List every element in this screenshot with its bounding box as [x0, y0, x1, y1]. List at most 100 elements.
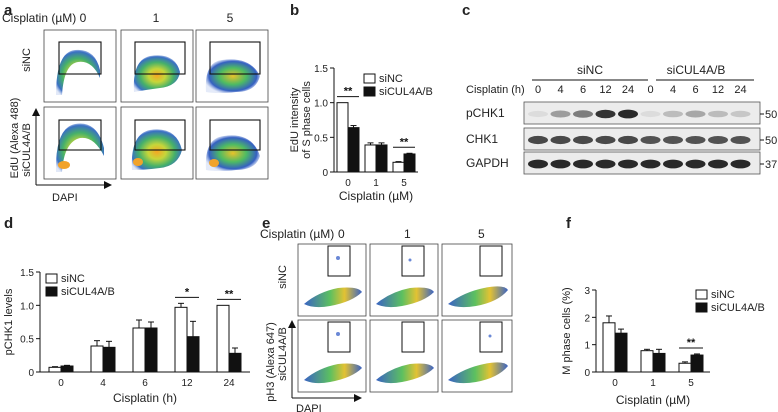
- legend-label-siNC: siNC: [61, 273, 85, 285]
- legend-swatch-siCUL4A/B: [695, 302, 708, 313]
- bar-siNC-4: [90, 345, 104, 373]
- ph3-plot-sicul4ab-0: [297, 319, 367, 393]
- significance-label: **: [344, 86, 353, 98]
- x-axis-label: Cisplatin (µM): [339, 189, 413, 203]
- blot-band-CHK1: [708, 135, 728, 145]
- panel-a-row-sinc: siNC: [21, 48, 33, 72]
- panel-a-row-sicul4ab: siCUL4A/B: [21, 123, 33, 177]
- blot-band-CHK1: [573, 135, 593, 145]
- y-axis-label: EdU intensity: [289, 87, 301, 152]
- blot-size-GAPDH: 37: [765, 159, 777, 171]
- blot-timepoint-label: 4: [557, 84, 563, 96]
- legend-label-siCUL4A/B: siCUL4A/B: [61, 286, 115, 298]
- blot-band-CHK1: [618, 135, 638, 145]
- x-tick-label: 5: [401, 178, 407, 189]
- bar-siNC-0: [48, 366, 62, 373]
- panel-c-western-blot: siNC siCUL4A/B Cisplatin (h) 0 4 6 12 24 0 4 6 1…: [466, 63, 777, 175]
- bar-siCUL4A/B-0: [347, 127, 360, 173]
- x-axis-label: Cisplatin (µM): [616, 393, 690, 407]
- panel-e-row-sicul4ab: siCUL4A/B: [277, 327, 289, 381]
- y-axis-label: pCHK1 levels: [3, 288, 15, 355]
- bar-siCUL4A/B-5: [690, 354, 704, 373]
- panel-label-e: e: [262, 215, 271, 232]
- y-tick-label: 0: [28, 368, 34, 379]
- panel-a-flow-plots: Cisplatin (µM) 0 1 5 siNC siCUL4A/B: [2, 11, 269, 204]
- flow-plot-sicul4ab-1: [120, 106, 194, 180]
- blot-timepoint-label: 4: [670, 84, 676, 96]
- panel-label-d: d: [4, 215, 14, 232]
- blot-timepoint-label: 12: [712, 84, 724, 96]
- x-tick-label: 0: [345, 178, 351, 189]
- blot-label-pCHK1: pCHK1: [466, 106, 505, 120]
- panel-a-y-axis-label: EdU (Alexa 488): [9, 98, 21, 179]
- flow-plot-sinc-5: [195, 29, 269, 103]
- blot-band-GAPDH: [730, 159, 751, 169]
- legend-label-siNC: siNC: [711, 289, 735, 301]
- panel-a-condition-2: 5: [227, 11, 234, 25]
- panel-e-condition-0: 0: [338, 227, 345, 241]
- blot-band-GAPDH: [595, 159, 616, 169]
- y-tick-label: 1.5: [20, 268, 34, 279]
- ph3-plot-sicul4ab-1: [369, 319, 439, 393]
- blot-band-pCHK1: [685, 110, 706, 118]
- blot-band-pCHK1: [595, 109, 616, 119]
- blot-band-GAPDH: [573, 159, 593, 169]
- blot-band-GAPDH: [663, 159, 683, 169]
- blot-band-CHK1: [595, 135, 616, 145]
- bar-siNC-0: [336, 102, 349, 173]
- blot-band-GAPDH: [550, 159, 571, 169]
- legend-swatch-siCUL4A/B: [363, 86, 376, 97]
- bar-siNC-6: [132, 327, 146, 373]
- legend-swatch-siNC: [695, 289, 708, 300]
- panel-e-condition-label: Cisplatin (µM): [260, 227, 334, 241]
- blot-band-pCHK1: [528, 110, 548, 118]
- x-tick-label: 12: [181, 378, 193, 389]
- panel-e-x-axis-label: DAPI: [296, 403, 322, 412]
- y-tick-label: 1.0: [20, 301, 34, 312]
- significance-label: **: [225, 288, 234, 300]
- blot-band-pCHK1: [640, 110, 661, 118]
- panel-a-condition-label: Cisplatin (µM): [2, 11, 76, 25]
- panel-a-x-axis-label: DAPI: [52, 192, 78, 204]
- ph3-plot-sinc-5: [441, 243, 513, 317]
- y-tick-label: 0.5: [20, 335, 34, 346]
- blot-band-GAPDH: [640, 159, 661, 169]
- x-tick-label: 1: [650, 378, 656, 389]
- bar-siCUL4A/B-4: [102, 346, 116, 373]
- legend-label-siCUL4A/B: siCUL4A/B: [711, 302, 765, 314]
- y-tick-label: 0: [584, 368, 590, 379]
- blot-band-pCHK1: [618, 109, 638, 119]
- panel-c-condition-label: Cisplatin (h): [466, 84, 525, 96]
- x-tick-label: 5: [688, 378, 694, 389]
- blot-band-CHK1: [663, 135, 683, 145]
- blot-timepoint-label: 0: [647, 84, 653, 96]
- y-tick-label: 1.0: [314, 99, 328, 110]
- blot-band-pCHK1: [663, 110, 683, 118]
- panel-a-condition-1: 1: [153, 11, 160, 25]
- blot-label-GAPDH: GAPDH: [466, 156, 509, 170]
- blot-band-CHK1: [550, 135, 571, 145]
- bar-siNC-5: [678, 362, 692, 373]
- ph3-plot-sicul4ab-5: [441, 319, 513, 393]
- bar-siCUL4A/B-1: [375, 144, 388, 173]
- blot-band-pCHK1: [730, 110, 751, 118]
- blot-band-CHK1: [640, 135, 661, 145]
- panel-label-b: b: [290, 2, 300, 19]
- panel-e-condition-1: 1: [404, 227, 411, 241]
- blot-band-pCHK1: [708, 110, 728, 118]
- x-tick-label: 0: [612, 378, 618, 389]
- panel-c-group-sinc: siNC: [577, 63, 603, 77]
- bar-siCUL4A/B-0: [614, 332, 628, 373]
- bar-siNC-1: [640, 350, 654, 373]
- blot-band-pCHK1: [550, 110, 571, 118]
- panel-e-condition-2: 5: [478, 227, 485, 241]
- panel-b-bar-chart: 0 0.5 1.0 1.5 EdU intensity of S phase cells 0…: [289, 64, 433, 203]
- flow-plot-sicul4ab-5: [195, 106, 269, 180]
- bar-siNC-12: [174, 306, 188, 373]
- ph3-plot-sinc-0: [297, 243, 367, 317]
- y-axis-label: of S phase cells: [301, 81, 313, 159]
- legend-swatch-siCUL4A/B: [45, 286, 58, 297]
- y-tick-label: 1: [584, 341, 590, 352]
- flow-plot-sinc-0: [43, 29, 117, 103]
